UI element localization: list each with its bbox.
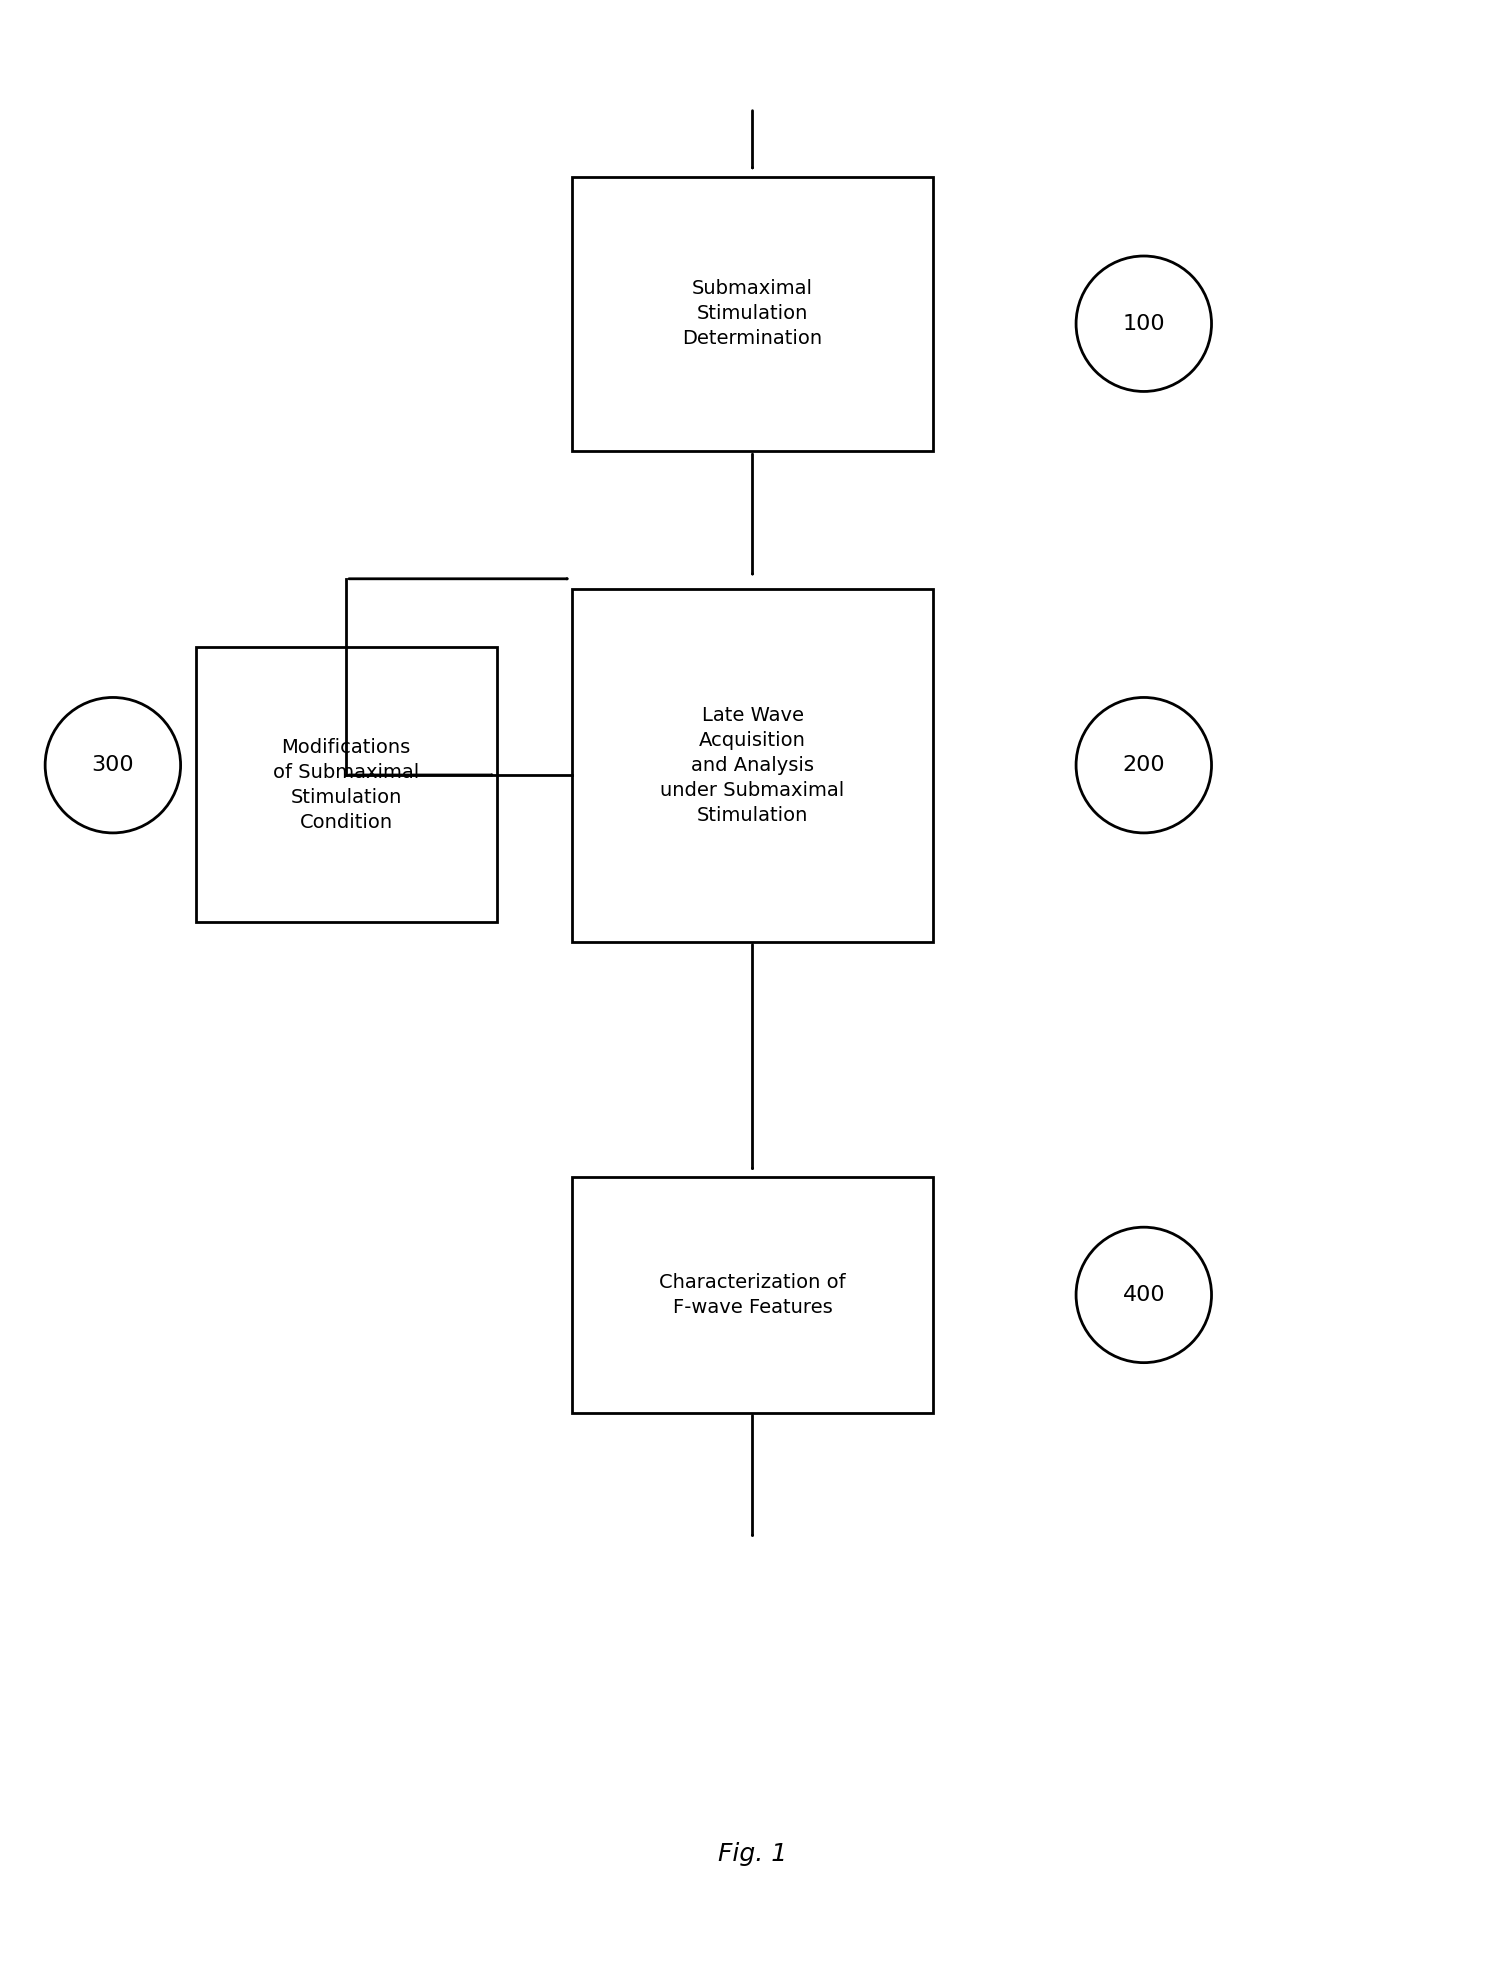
Text: Fig. 1: Fig. 1 xyxy=(718,1842,787,1866)
Ellipse shape xyxy=(1076,255,1212,392)
Text: Submaximal
Stimulation
Determination: Submaximal Stimulation Determination xyxy=(682,279,823,349)
FancyBboxPatch shape xyxy=(196,647,497,922)
FancyBboxPatch shape xyxy=(572,589,933,942)
Ellipse shape xyxy=(45,697,181,834)
Text: 200: 200 xyxy=(1123,755,1165,775)
Text: Modifications
of Submaximal
Stimulation
Condition: Modifications of Submaximal Stimulation … xyxy=(272,738,420,832)
FancyBboxPatch shape xyxy=(572,177,933,451)
Ellipse shape xyxy=(1076,1226,1212,1364)
Text: 400: 400 xyxy=(1123,1285,1165,1305)
Text: Characterization of
F-wave Features: Characterization of F-wave Features xyxy=(659,1273,846,1317)
Text: 300: 300 xyxy=(92,755,134,775)
Ellipse shape xyxy=(1076,697,1212,834)
FancyBboxPatch shape xyxy=(572,1177,933,1413)
Text: Late Wave
Acquisition
and Analysis
under Submaximal
Stimulation: Late Wave Acquisition and Analysis under… xyxy=(661,706,844,824)
Text: 100: 100 xyxy=(1123,314,1165,334)
